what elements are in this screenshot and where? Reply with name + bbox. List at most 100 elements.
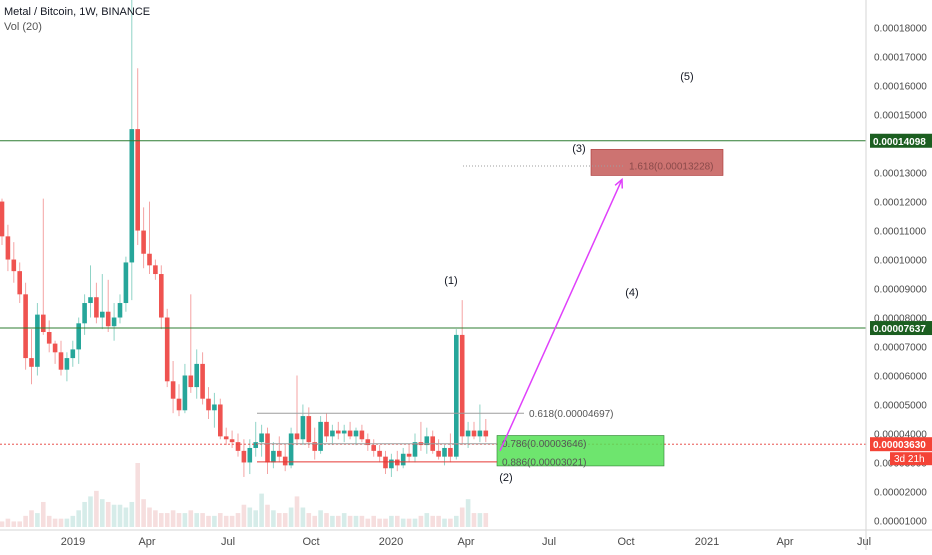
candle-body: [282, 456, 288, 466]
candle-body: [129, 129, 135, 263]
price-tick-label: 0.00017000: [874, 53, 927, 64]
volume-bar: [341, 513, 347, 527]
volume-bar: [29, 510, 34, 527]
symbol-title[interactable]: Metal / Bitcoin, 1W, BINANCE: [4, 6, 151, 18]
horizontal-line-price-tag: 0.00014098: [873, 137, 926, 148]
current-price-tag: 0.00003630: [873, 440, 926, 451]
candle-body: [389, 459, 394, 469]
volume-bar: [23, 515, 28, 527]
candle-body: [347, 430, 353, 437]
candle-body: [359, 430, 365, 440]
volume-bar: [17, 521, 22, 527]
volume-bar: [182, 513, 188, 527]
projection-arrow: [499, 179, 623, 452]
candle-body: [465, 430, 471, 437]
volume-bar: [365, 518, 371, 527]
candle-body: [46, 332, 52, 344]
volume-pane: [0, 463, 489, 527]
fib-level-label: 0.618(0.00004697): [529, 409, 614, 420]
volume-bar: [170, 510, 176, 527]
arrow-head: [614, 177, 623, 189]
volume-bar: [406, 518, 412, 527]
candle-body: [318, 421, 323, 451]
price-tick-label: 0.00010000: [874, 256, 927, 267]
volume-bar: [442, 518, 447, 527]
candle-body: [88, 297, 93, 304]
volume-bar: [135, 463, 140, 527]
volume-bar: [395, 515, 400, 527]
wave-label: (3): [572, 143, 585, 155]
candle-body: [111, 317, 117, 327]
candle-body: [247, 447, 253, 463]
candle-body: [0, 201, 5, 237]
candle-body: [194, 363, 199, 388]
price-tick-label: 0.00012000: [874, 198, 927, 209]
wave-label: (1): [444, 275, 457, 287]
countdown-tag-bg: [890, 452, 932, 466]
volume-bar: [353, 515, 359, 527]
volume-bar: [200, 513, 205, 527]
target-zone-box: [590, 149, 724, 176]
time-tick-label: Oct: [302, 536, 319, 548]
volume-indicator-label[interactable]: Vol (20): [4, 21, 42, 33]
horizontal-line-price-tag: 0.00007637: [873, 324, 926, 335]
volume-bar: [377, 518, 382, 527]
time-tick-label: 2020: [379, 536, 403, 548]
volume-bar: [483, 513, 489, 527]
candle-body: [5, 236, 11, 260]
candle-body: [35, 314, 40, 367]
volume-bar: [459, 507, 465, 527]
current-price-tag-bg: [870, 437, 932, 452]
volume-bar: [306, 513, 312, 527]
wave-label: (5): [680, 71, 693, 83]
volume-bar: [389, 515, 394, 527]
time-tick-label: Jul: [542, 536, 556, 548]
candle-body: [271, 450, 276, 463]
candle-body: [229, 439, 235, 443]
candle-body: [11, 259, 17, 272]
volume-bar: [129, 501, 135, 527]
candle-body: [200, 363, 205, 399]
volume-bar: [82, 501, 87, 527]
volume-bar: [212, 515, 217, 527]
drawings-layer: 0.618(0.00004697) 0.786(0.00003646) 0.886(…: [0, 71, 866, 484]
volume-bar: [105, 501, 111, 527]
candle-body: [483, 430, 489, 437]
candle-body: [442, 447, 447, 457]
volume-bar: [194, 513, 199, 527]
candle-body: [341, 430, 347, 434]
candle-body: [147, 253, 152, 266]
volume-bar: [117, 504, 123, 527]
volume-bar: [0, 521, 5, 527]
volume-bar: [88, 496, 93, 527]
volume-bar: [111, 504, 117, 527]
price-tick-label: 0.00008000: [874, 314, 927, 325]
price-tick-label: 0.00005000: [874, 400, 927, 411]
candle-body: [188, 375, 194, 388]
volume-bar: [471, 513, 477, 527]
volume-bar: [70, 515, 76, 527]
volume-bar: [176, 513, 182, 527]
candle-body: [105, 311, 111, 327]
candles-layer: [0, 0, 489, 477]
candle-body: [300, 416, 306, 440]
volume-bar: [164, 513, 170, 527]
candle-body: [253, 442, 258, 448]
candle-body: [324, 421, 329, 437]
chart-legend: Metal / Bitcoin, 1W, BINANCE Vol (20): [4, 5, 150, 35]
volume-bar: [430, 515, 435, 527]
candle-body: [58, 352, 64, 370]
candle-body: [17, 271, 22, 295]
volume-bar: [241, 504, 247, 527]
volume-bar: [218, 513, 223, 527]
candle-body: [218, 404, 223, 437]
candle-body: [94, 297, 99, 318]
candle-body: [223, 436, 229, 440]
horizontal-line-price-tag-bg: [870, 133, 932, 148]
price-tick-label: 0.00011000: [874, 227, 927, 238]
candle-body: [336, 430, 341, 434]
candle-body: [135, 129, 140, 231]
volume-bar: [371, 515, 376, 527]
